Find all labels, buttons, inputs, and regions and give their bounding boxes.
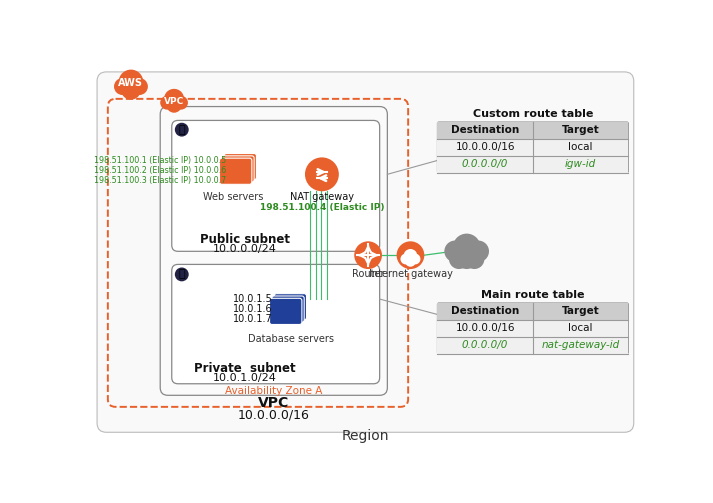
Text: Target: Target <box>562 125 600 135</box>
Text: Target: Target <box>562 306 600 316</box>
Text: 10.0.1.5: 10.0.1.5 <box>232 294 272 304</box>
Text: Availability Zone A: Availability Zone A <box>225 386 322 396</box>
Circle shape <box>160 96 174 110</box>
Circle shape <box>468 240 489 262</box>
Text: local: local <box>568 142 593 152</box>
Circle shape <box>114 78 131 95</box>
Text: VPC: VPC <box>258 396 289 410</box>
Circle shape <box>455 246 478 269</box>
Circle shape <box>396 241 424 269</box>
Text: Destination: Destination <box>451 306 519 316</box>
Circle shape <box>305 157 339 191</box>
Circle shape <box>404 249 417 263</box>
Circle shape <box>453 233 481 262</box>
Circle shape <box>131 78 148 95</box>
Text: Database servers: Database servers <box>248 334 334 344</box>
FancyBboxPatch shape <box>172 265 379 384</box>
Circle shape <box>401 254 411 265</box>
Text: AWS: AWS <box>118 78 143 89</box>
Text: Region: Region <box>342 429 389 443</box>
FancyBboxPatch shape <box>160 107 387 395</box>
Circle shape <box>449 249 469 269</box>
Text: 10.0.1.7: 10.0.1.7 <box>232 314 272 324</box>
Circle shape <box>405 256 416 267</box>
Text: nat-gateway-id: nat-gateway-id <box>541 340 620 350</box>
Bar <box>437 320 628 337</box>
Bar <box>437 156 628 173</box>
Bar <box>437 122 628 139</box>
Circle shape <box>175 268 189 281</box>
Text: 10.0.0.0/16: 10.0.0.0/16 <box>237 408 309 421</box>
FancyBboxPatch shape <box>224 153 257 180</box>
Text: local: local <box>568 323 593 333</box>
FancyBboxPatch shape <box>222 156 254 182</box>
Circle shape <box>164 89 184 109</box>
Text: 198.51.100.2 (Elastic IP) 10.0.0.6: 198.51.100.2 (Elastic IP) 10.0.0.6 <box>94 166 226 175</box>
Text: NAT gateway: NAT gateway <box>290 193 354 202</box>
Text: 198.51.100.1 (Elastic IP) 10.0.0.5: 198.51.100.1 (Elastic IP) 10.0.0.5 <box>94 156 226 165</box>
Circle shape <box>354 241 382 269</box>
Circle shape <box>166 97 182 113</box>
Circle shape <box>410 254 421 265</box>
Circle shape <box>175 123 189 137</box>
Bar <box>437 303 628 320</box>
Text: 198.51.100.3 (Elastic IP) 10.0.0.7: 198.51.100.3 (Elastic IP) 10.0.0.7 <box>94 176 226 185</box>
Text: Internet gateway: Internet gateway <box>369 270 452 280</box>
Text: Router: Router <box>352 270 384 280</box>
Text: VPC: VPC <box>164 97 184 106</box>
Text: 0.0.0.0/0: 0.0.0.0/0 <box>462 159 508 170</box>
Text: Private  subnet: Private subnet <box>194 362 296 375</box>
Text: igw-id: igw-id <box>565 159 596 170</box>
Text: Main route table: Main route table <box>481 290 585 300</box>
FancyBboxPatch shape <box>272 296 304 322</box>
Text: 198.51.100.4 (Elastic IP): 198.51.100.4 (Elastic IP) <box>260 203 384 212</box>
Bar <box>437 337 628 354</box>
Text: Custom route table: Custom route table <box>473 109 593 119</box>
Text: 🔒: 🔒 <box>178 125 185 135</box>
Text: 🔒: 🔒 <box>178 270 185 280</box>
Text: 10.0.1.0/24: 10.0.1.0/24 <box>213 373 277 383</box>
Text: 10.0.0.0/16: 10.0.0.0/16 <box>456 142 515 152</box>
FancyBboxPatch shape <box>270 298 302 324</box>
FancyBboxPatch shape <box>220 158 252 184</box>
Circle shape <box>444 240 466 262</box>
Circle shape <box>174 96 188 110</box>
Text: 10.0.0.0/24: 10.0.0.0/24 <box>213 244 277 254</box>
Circle shape <box>464 249 484 269</box>
Text: 0.0.0.0/0: 0.0.0.0/0 <box>462 340 508 350</box>
Bar <box>437 139 628 156</box>
Text: Destination: Destination <box>451 125 519 135</box>
FancyBboxPatch shape <box>275 294 307 320</box>
Circle shape <box>118 69 143 94</box>
FancyBboxPatch shape <box>172 120 379 252</box>
FancyBboxPatch shape <box>97 72 634 432</box>
Text: Web servers: Web servers <box>203 193 264 202</box>
Text: 10.0.0.0/16: 10.0.0.0/16 <box>456 323 515 333</box>
Text: Public subnet: Public subnet <box>200 233 290 246</box>
Circle shape <box>121 79 141 100</box>
Text: 10.0.1.6: 10.0.1.6 <box>233 304 272 314</box>
